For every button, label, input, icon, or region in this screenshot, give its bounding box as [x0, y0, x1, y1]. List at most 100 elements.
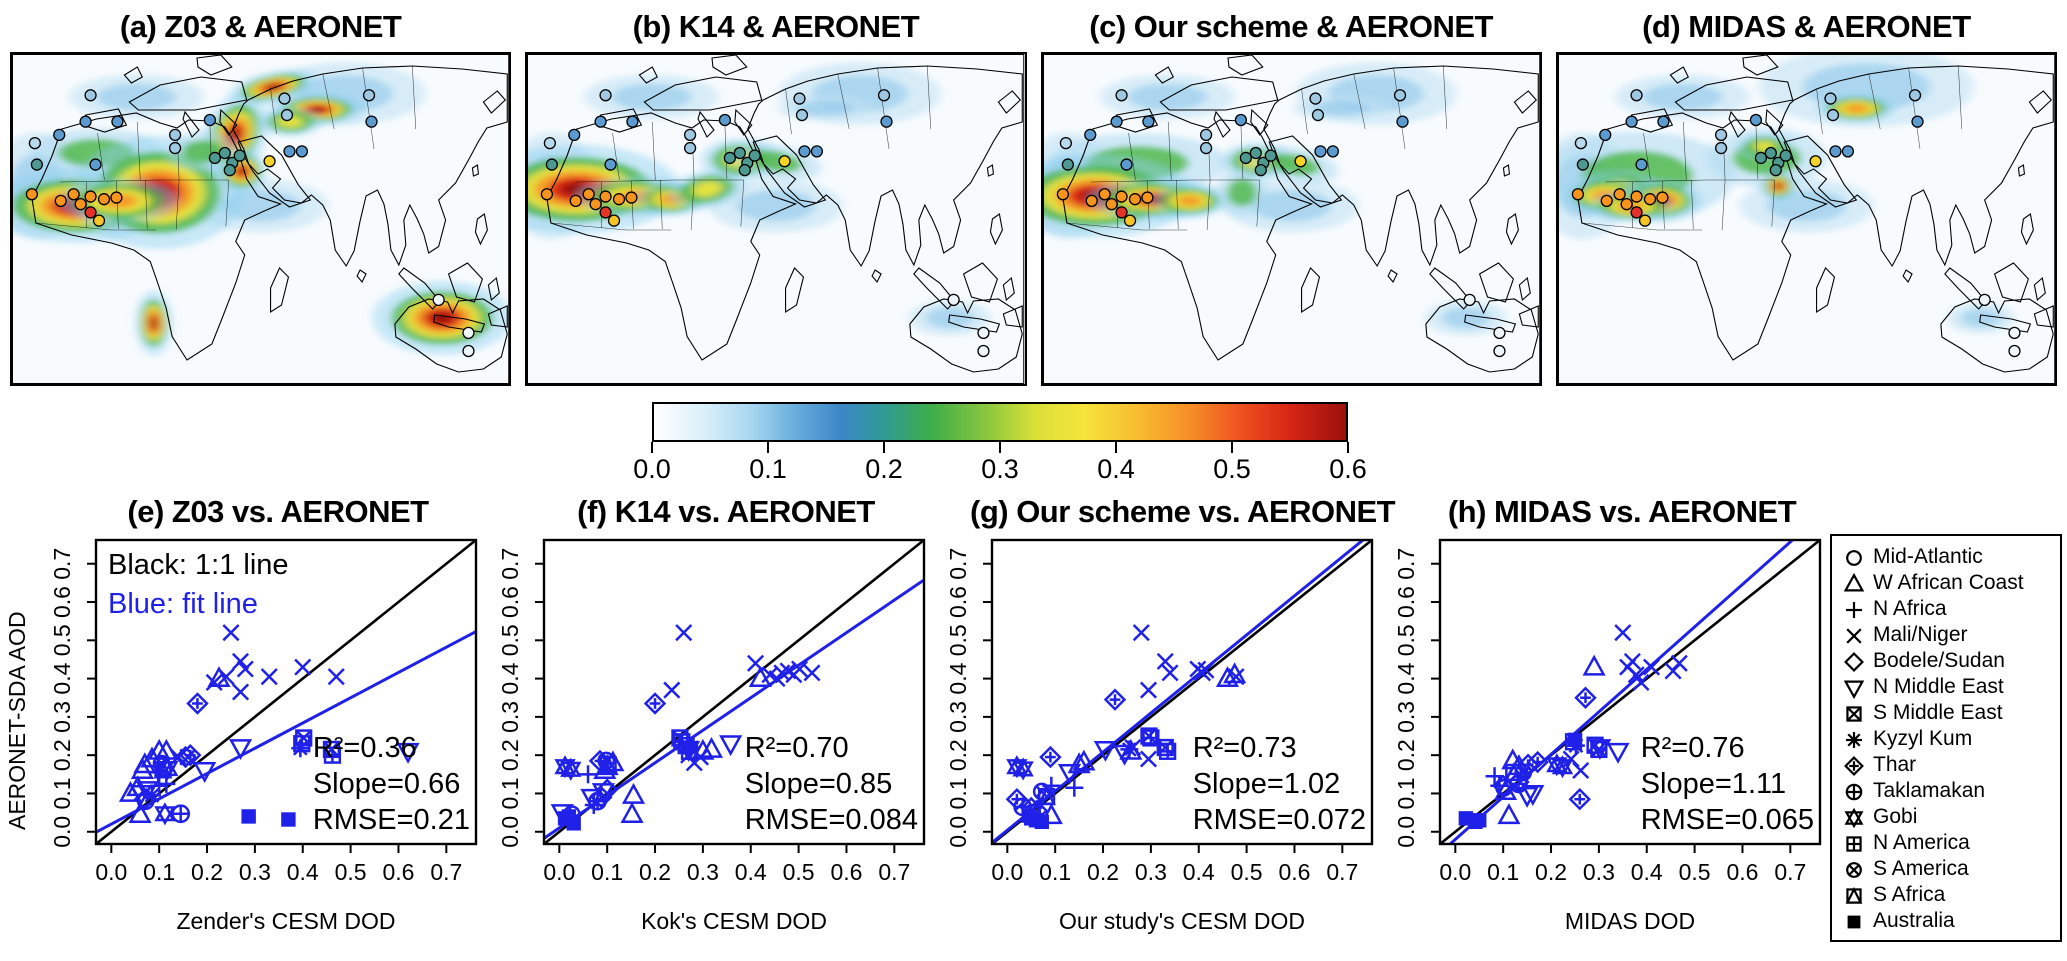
y-tick-label: 0.5 — [497, 624, 523, 656]
stats-f: R²=0.70 Slope=0.85 RMSE=0.084 — [745, 730, 918, 838]
country-border — [1300, 88, 1308, 135]
x-tick-label: 0.1 — [1487, 859, 1519, 885]
x-tick-label: 0.5 — [335, 859, 367, 885]
coastline — [1061, 112, 1313, 361]
aeronet-site-marker — [1105, 197, 1118, 211]
country-border — [322, 73, 335, 130]
country-border — [927, 65, 932, 130]
colorbar-tick-label: 0.0 — [633, 454, 671, 484]
aeronet-site-marker — [1141, 115, 1155, 128]
country-border — [1868, 73, 1881, 130]
country-border — [144, 179, 148, 230]
x-tick-label: 0.4 — [735, 859, 767, 885]
colorbar-tick — [651, 442, 653, 453]
x-tick-label: 0.5 — [783, 859, 815, 885]
coastline — [734, 108, 753, 136]
aeronet-site-marker — [1779, 149, 1792, 162]
aeronet-site-marker — [599, 206, 612, 219]
country-border — [1682, 121, 1687, 181]
country-border — [1908, 67, 1921, 150]
coastline — [643, 76, 763, 111]
dust-blob — [1843, 103, 1869, 114]
aeronet-site-marker — [541, 188, 554, 201]
country-border — [1957, 65, 1962, 130]
coastline — [785, 267, 805, 314]
scatter-title-e: (e) Z03 vs. AERONET — [127, 494, 429, 529]
coastline — [948, 314, 1001, 333]
aeronet-site-marker — [1656, 191, 1669, 204]
y-tick-label: 0.7 — [49, 548, 75, 580]
coastline — [752, 135, 827, 208]
legend-item: Mid-Atlantic — [1842, 544, 2054, 570]
aeronet-site-marker — [1754, 151, 1767, 165]
legend-symbol-icon — [1844, 756, 1864, 776]
aeronet-site-marker — [977, 344, 990, 358]
aeronet-site-marker — [1199, 141, 1212, 155]
dod-map-k14 — [527, 54, 1025, 384]
coastline — [196, 54, 233, 76]
dust-blob — [1642, 83, 1722, 111]
dust-blob — [151, 318, 157, 328]
country-border — [137, 121, 141, 181]
legend-symbol-icon — [1846, 836, 1862, 852]
legend-item: S Middle East — [1842, 700, 2054, 726]
y-tick-label: 0.3 — [497, 701, 523, 733]
legend-item-label: Taklamakan — [1873, 779, 1986, 802]
x-tick-label: 0.3 — [1583, 859, 1615, 885]
coastline — [219, 108, 238, 136]
scatter-panel-g: (g) Our scheme vs. AERONET 0.0 0.0 0.1 0.1 0… — [930, 490, 1396, 942]
coastline — [482, 90, 507, 114]
aeronet-site-marker — [1714, 141, 1727, 155]
aeronet-site-marker — [608, 214, 621, 227]
y-tick-label: 0.3 — [1393, 701, 1419, 733]
country-border — [362, 67, 375, 150]
aeronet-site-marker — [233, 149, 246, 162]
colorbar-tick — [999, 442, 1001, 453]
country-border — [1167, 121, 1172, 181]
rmse-value: RMSE=0.21 — [312, 804, 470, 836]
x-tick-label: 0.1 — [591, 859, 623, 885]
dust-blob — [266, 84, 280, 90]
country-border — [785, 88, 793, 135]
coastline — [1002, 305, 1024, 328]
coastline — [1783, 135, 1858, 208]
country-border — [1206, 179, 1210, 231]
coastline — [990, 213, 1004, 246]
scatter-plot-midas: 0.0 0.0 0.1 0.1 0.2 0.2 0.3 0.3 0.4 0.4 0.5 0.5 0.6 0… — [1393, 538, 1822, 885]
country-border — [225, 179, 230, 227]
coastline — [2033, 305, 2054, 328]
y-tick-label: 0.4 — [945, 662, 971, 694]
coastline — [546, 112, 798, 361]
coastline — [1674, 76, 1794, 111]
aeronet-site-marker — [878, 89, 891, 102]
legend-item: Australia — [1842, 908, 2054, 934]
coastline — [1978, 314, 2031, 333]
aeronet-site-marker — [1109, 115, 1123, 128]
aeronet-site-marker — [1463, 293, 1476, 307]
aeronet-site-marker — [798, 145, 811, 158]
legend-item-label: Mali/Niger — [1873, 623, 1968, 646]
aeronet-site-marker — [1620, 197, 1633, 211]
aeronet-site-marker — [432, 293, 445, 307]
coastline — [913, 267, 956, 310]
aeronet-site-marker — [1598, 128, 1612, 141]
scatter-plot-k14: 0.0 0.0 0.1 0.1 0.2 0.2 0.3 0.3 0.4 0.4 0.5 0.5 0.6 0… — [497, 538, 926, 885]
aeronet-site-marker — [748, 149, 762, 162]
coastline — [1502, 164, 1510, 177]
colorbar-axis: 0.0 0.1 0.2 0.3 0.4 0.5 0.6 — [633, 442, 1367, 486]
aeronet-site-marker — [462, 326, 475, 340]
aeronet-site-marker — [84, 206, 97, 219]
aeronet-site-marker — [1119, 158, 1133, 171]
scatter-panel-f: (f) K14 vs. AERONET 0.0 0.0 0.1 0.1 0.2 0.2 0.… — [482, 490, 930, 942]
x-tick-label: 0.6 — [830, 859, 862, 885]
y-tick-label: 0.5 — [945, 624, 971, 656]
legend-item-label: S America — [1873, 857, 1969, 880]
slope-value: Slope=1.11 — [1640, 768, 1787, 800]
aeronet-site-marker — [2008, 326, 2021, 340]
legend-item-label: Gobi — [1873, 805, 1918, 828]
coastline — [232, 65, 508, 268]
aeronet-site-marker — [1313, 145, 1327, 158]
coastline — [1902, 269, 1913, 283]
legend-item: S Africa — [1842, 882, 2054, 908]
coastline — [1226, 54, 1264, 76]
